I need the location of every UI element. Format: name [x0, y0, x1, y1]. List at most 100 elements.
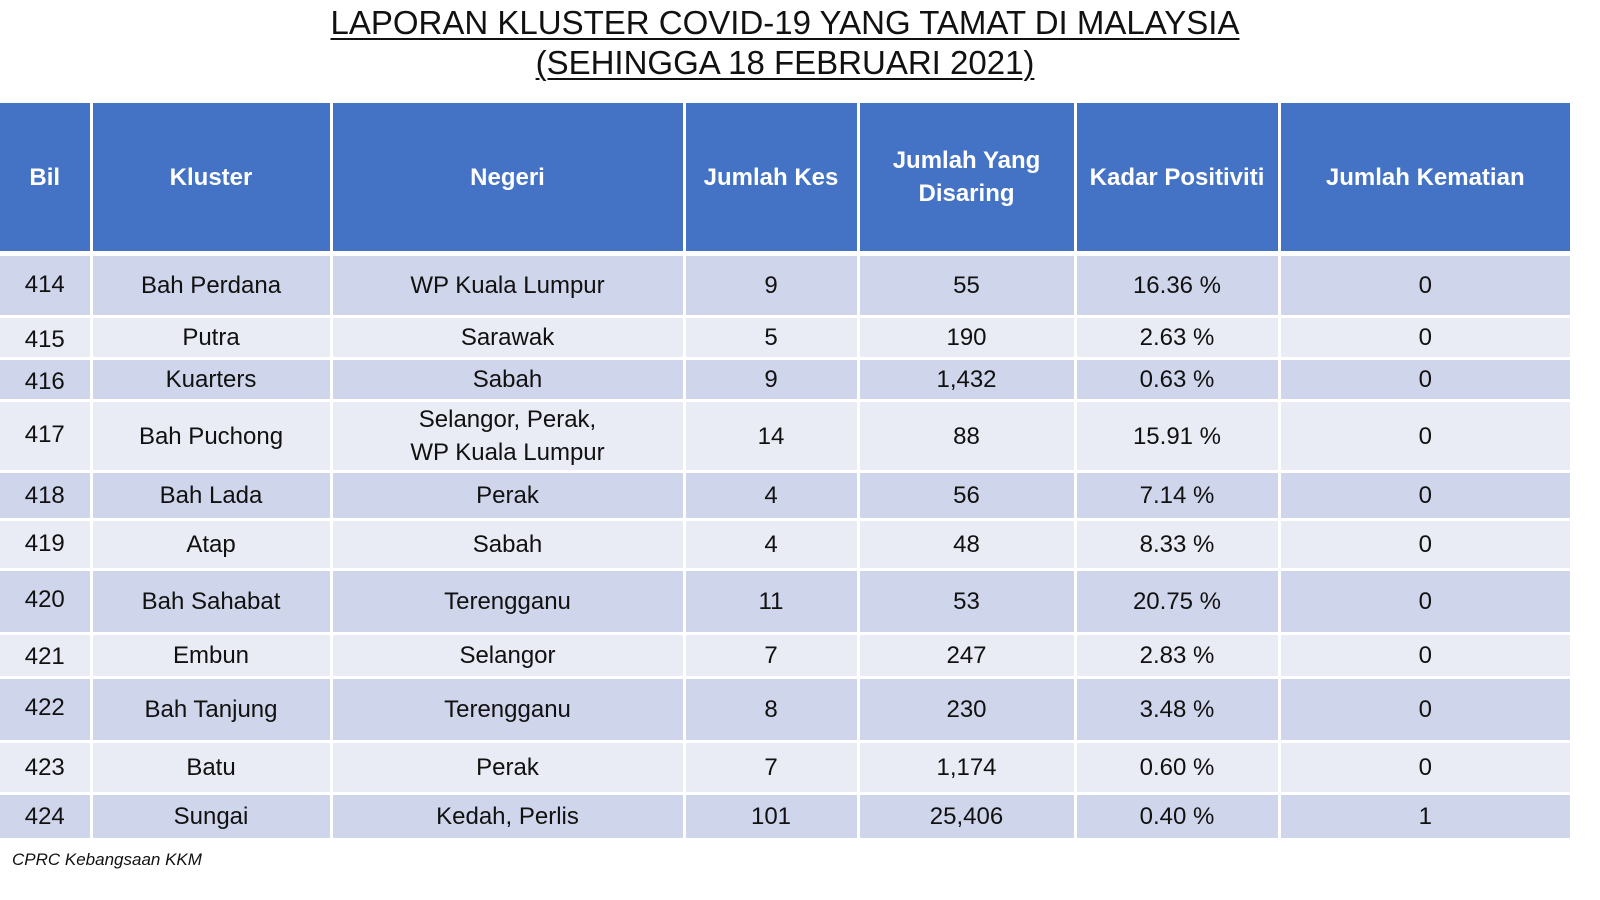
cell-kadar-positiviti: 8.33 % — [1073, 519, 1279, 571]
cell-kluster: Bah Lada — [89, 471, 331, 521]
source-note: CPRC Kebangsaan KKM — [12, 850, 202, 869]
table-row: 416 Kuarters Sabah 9 1,432 0.63 % 0 — [0, 358, 1570, 402]
cell-kluster: Batu — [89, 741, 331, 795]
cell-jumlah-kes: 14 — [682, 400, 858, 473]
cell-jumlah-kes: 8 — [682, 677, 858, 743]
table-body: 414 Bah Perdana WP Kuala Lumpur 9 55 16.… — [0, 253, 1570, 841]
cell-bil: 424 — [0, 793, 91, 841]
cell-kadar-positiviti: 15.91 % — [1073, 400, 1279, 473]
cell-jumlah-disaring: 230 — [856, 677, 1075, 743]
cell-negeri: Perak — [329, 741, 684, 795]
cell-bil: 416 — [0, 358, 91, 402]
cell-negeri: Sabah — [329, 519, 684, 571]
table-row: 417 Bah Puchong Selangor, Perak, WP Kual… — [0, 400, 1570, 473]
title-line-1: LAPORAN KLUSTER COVID-19 YANG TAMAT DI M… — [330, 4, 1240, 41]
cell-jumlah-disaring: 247 — [856, 633, 1075, 679]
cell-bil: 415 — [0, 316, 91, 360]
table-row: 424 Sungai Kedah, Perlis 101 25,406 0.40… — [0, 793, 1570, 841]
cell-jumlah-kes: 101 — [682, 793, 858, 841]
cell-jumlah-kes: 9 — [682, 358, 858, 402]
cell-jumlah-kematian: 0 — [1277, 569, 1570, 635]
negeri-line: Selangor, Perak, — [418, 406, 597, 433]
cell-kadar-positiviti: 0.40 % — [1073, 793, 1279, 841]
header-kluster: Kluster — [89, 103, 331, 256]
cell-kadar-positiviti: 2.63 % — [1073, 316, 1279, 360]
cell-negeri: Selangor, Perak, WP Kuala Lumpur — [329, 400, 684, 473]
cell-negeri: Terengganu — [329, 677, 684, 743]
cell-kadar-positiviti: 0.60 % — [1073, 741, 1279, 795]
cell-bil: 419 — [0, 519, 91, 571]
cell-negeri: Selangor — [329, 633, 684, 679]
table-row: 422 Bah Tanjung Terengganu 8 230 3.48 % … — [0, 677, 1570, 743]
cell-negeri: WP Kuala Lumpur — [329, 253, 684, 318]
cell-kluster: Bah Sahabat — [89, 569, 331, 635]
cell-jumlah-kes: 4 — [682, 471, 858, 521]
negeri-line: Terengganu — [444, 696, 571, 723]
negeri-line: Perak — [476, 754, 539, 781]
cell-kluster: Atap — [89, 519, 331, 571]
cell-kluster: Bah Puchong — [89, 400, 331, 473]
cell-kluster: Bah Tanjung — [89, 677, 331, 743]
table-row: 415 Putra Sarawak 5 190 2.63 % 0 — [0, 316, 1570, 360]
negeri-line: Sabah — [472, 366, 543, 393]
cell-negeri: Sarawak — [329, 316, 684, 360]
header-jumlah-kes: Jumlah Kes — [682, 103, 858, 256]
cell-jumlah-kematian: 0 — [1277, 633, 1570, 679]
title-line-2: (SEHINGGA 18 FEBRUARI 2021) — [535, 44, 1035, 81]
cell-jumlah-kes: 4 — [682, 519, 858, 571]
cell-jumlah-kematian: 1 — [1277, 793, 1570, 841]
cell-jumlah-disaring: 1,174 — [856, 741, 1075, 795]
cell-kadar-positiviti: 20.75 % — [1073, 569, 1279, 635]
cell-jumlah-kematian: 0 — [1277, 358, 1570, 402]
cell-jumlah-disaring: 56 — [856, 471, 1075, 521]
cell-jumlah-kematian: 0 — [1277, 316, 1570, 360]
cell-bil: 417 — [0, 400, 91, 473]
negeri-line: Perak — [476, 482, 539, 509]
negeri-line: Kedah, Perlis — [436, 803, 579, 830]
cell-kadar-positiviti: 0.63 % — [1073, 358, 1279, 402]
table-row: 420 Bah Sahabat Terengganu 11 53 20.75 %… — [0, 569, 1570, 635]
cell-jumlah-kematian: 0 — [1277, 519, 1570, 571]
header-bil: Bil — [0, 103, 91, 256]
cell-jumlah-kes: 11 — [682, 569, 858, 635]
cell-jumlah-kematian: 0 — [1277, 677, 1570, 743]
report-title: LAPORAN KLUSTER COVID-19 YANG TAMAT DI M… — [0, 0, 1570, 84]
cell-kadar-positiviti: 3.48 % — [1073, 677, 1279, 743]
cell-kadar-positiviti: 2.83 % — [1073, 633, 1279, 679]
cell-negeri: Perak — [329, 471, 684, 521]
cell-kluster: Bah Perdana — [89, 253, 331, 318]
header-negeri: Negeri — [329, 103, 684, 256]
negeri-line: Selangor — [459, 642, 556, 669]
cell-kluster: Kuarters — [89, 358, 331, 402]
cell-jumlah-kes: 7 — [682, 741, 858, 795]
cell-jumlah-kematian: 0 — [1277, 400, 1570, 473]
cell-jumlah-disaring: 1,432 — [856, 358, 1075, 402]
table-row: 414 Bah Perdana WP Kuala Lumpur 9 55 16.… — [0, 253, 1570, 318]
cell-jumlah-kematian: 0 — [1277, 471, 1570, 521]
table-row: 419 Atap Sabah 4 48 8.33 % 0 — [0, 519, 1570, 571]
negeri-line: Sabah — [472, 531, 543, 558]
table-row: 421 Embun Selangor 7 247 2.83 % 0 — [0, 633, 1570, 679]
cell-negeri: Sabah — [329, 358, 684, 402]
table-header-row: Bil Kluster Negeri Jumlah Kes Jumlah Yan… — [0, 103, 1570, 256]
header-kadar-positiviti: Kadar Positiviti — [1073, 103, 1279, 256]
cell-jumlah-disaring: 190 — [856, 316, 1075, 360]
cluster-table: Bil Kluster Negeri Jumlah Kes Jumlah Yan… — [0, 103, 1570, 841]
cell-bil: 422 — [0, 677, 91, 743]
cell-jumlah-kes: 5 — [682, 316, 858, 360]
cell-jumlah-disaring: 48 — [856, 519, 1075, 571]
cell-jumlah-kematian: 0 — [1277, 253, 1570, 318]
cell-kadar-positiviti: 7.14 % — [1073, 471, 1279, 521]
cell-bil: 423 — [0, 741, 91, 795]
negeri-line: Sarawak — [460, 324, 555, 351]
cell-jumlah-disaring: 25,406 — [856, 793, 1075, 841]
cell-bil: 420 — [0, 569, 91, 635]
cell-kluster: Embun — [89, 633, 331, 679]
cell-kluster: Sungai — [89, 793, 331, 841]
table-row: 423 Batu Perak 7 1,174 0.60 % 0 — [0, 741, 1570, 795]
cell-jumlah-disaring: 55 — [856, 253, 1075, 318]
header-jumlah-kematian: Jumlah Kematian — [1277, 103, 1570, 256]
table-row: 418 Bah Lada Perak 4 56 7.14 % 0 — [0, 471, 1570, 521]
cell-jumlah-kes: 9 — [682, 253, 858, 318]
